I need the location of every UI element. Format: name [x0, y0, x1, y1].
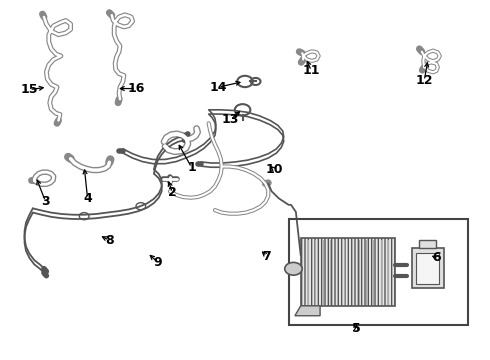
Bar: [412, 248, 443, 288]
Text: 9: 9: [153, 256, 162, 269]
Text: 7: 7: [263, 250, 271, 263]
Bar: [289, 219, 468, 325]
Text: 6: 6: [432, 252, 441, 265]
Text: 1: 1: [187, 161, 196, 174]
Bar: [416, 253, 439, 284]
Text: 13: 13: [222, 113, 239, 126]
Circle shape: [285, 262, 302, 275]
Text: 12: 12: [416, 74, 433, 87]
Text: 16: 16: [127, 82, 145, 95]
Text: 10: 10: [265, 163, 283, 176]
Bar: [419, 239, 437, 248]
Text: 3: 3: [41, 195, 49, 208]
Text: 5: 5: [352, 321, 361, 335]
Text: 15: 15: [21, 83, 38, 96]
Text: 2: 2: [168, 186, 177, 199]
Text: 4: 4: [83, 192, 92, 205]
Polygon shape: [295, 306, 320, 316]
Bar: [301, 238, 395, 306]
Text: 14: 14: [210, 81, 227, 94]
Text: 8: 8: [105, 234, 114, 247]
Text: 11: 11: [303, 64, 320, 77]
